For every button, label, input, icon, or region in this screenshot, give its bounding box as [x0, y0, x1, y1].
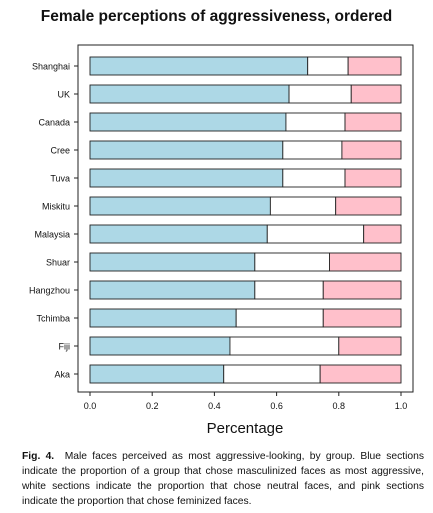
- x-axis-label: Percentage: [206, 420, 284, 437]
- category-label: Hangzhou: [29, 286, 70, 296]
- bar-neutral-fiji: [229, 336, 340, 356]
- category-label: Shuar: [46, 258, 70, 268]
- stacked-bar-chart: Shanghai UK Canada Cree Tuva Miskitu Malaysia S…: [29, 44, 414, 411]
- bar-masculinized-canada: [89, 112, 287, 132]
- bar-feminized-shanghai: [347, 56, 402, 76]
- bar-feminized-malaysia: [363, 224, 402, 244]
- bar-masculinized-aka: [89, 364, 225, 384]
- bar-feminized-tuva: [344, 168, 402, 188]
- bar-group: [89, 56, 402, 384]
- bar-neutral-hangzhou: [254, 280, 324, 300]
- bar-neutral-miskitu: [269, 196, 337, 216]
- plot-frame: [77, 44, 414, 393]
- x-tick-label: 1.0: [395, 401, 408, 411]
- plot-frame-group: [77, 44, 414, 393]
- category-label: Shanghai: [32, 62, 70, 72]
- bar-feminized-shuar: [329, 252, 402, 272]
- bar-feminized-uk: [350, 84, 402, 104]
- category-label: Tchimba: [36, 314, 70, 324]
- bar-masculinized-cree: [89, 140, 284, 160]
- bar-neutral-malaysia: [266, 224, 365, 244]
- x-tick-label: 0.0: [84, 401, 97, 411]
- bar-neutral-cree: [282, 140, 343, 160]
- bar-feminized-hangzhou: [322, 280, 402, 300]
- category-label: Canada: [38, 118, 70, 128]
- bar-masculinized-shuar: [89, 252, 256, 272]
- category-label: Miskitu: [42, 202, 70, 212]
- bar-neutral-shuar: [254, 252, 330, 272]
- bar-neutral-tuva: [282, 168, 346, 188]
- x-axis-ticks: 0.0 0.2 0.4 0.6 0.8 1.0: [84, 392, 408, 411]
- bar-masculinized-miskitu: [89, 196, 271, 216]
- bar-masculinized-tuva: [89, 168, 284, 188]
- x-tick-label: 0.6: [270, 401, 283, 411]
- bar-masculinized-shanghai: [89, 56, 309, 76]
- category-label: Cree: [50, 146, 70, 156]
- bar-feminized-tchimba: [322, 308, 402, 328]
- category-label: Fiji: [59, 342, 71, 352]
- category-labels: Shanghai UK Canada Cree Tuva Miskitu Malaysia S…: [29, 62, 78, 380]
- bar-feminized-cree: [341, 140, 402, 160]
- bar-masculinized-malaysia: [89, 224, 268, 244]
- x-tick-label: 0.2: [146, 401, 159, 411]
- chart-title: Female perceptions of aggressiveness, or…: [40, 8, 393, 25]
- bar-feminized-fiji: [338, 336, 402, 356]
- category-label: UK: [57, 90, 70, 100]
- bar-masculinized-tchimba: [89, 308, 237, 328]
- bar-neutral-shanghai: [307, 56, 349, 76]
- x-tick-label: 0.4: [208, 401, 221, 411]
- bar-masculinized-hangzhou: [89, 280, 256, 300]
- bar-feminized-miskitu: [335, 196, 402, 216]
- bar-feminized-aka: [319, 364, 402, 384]
- bar-neutral-aka: [223, 364, 321, 384]
- bar-neutral-canada: [285, 112, 346, 132]
- bar-neutral-uk: [288, 84, 352, 104]
- figure-caption: Fig. 4. Male faces perceived as most agg…: [22, 449, 424, 509]
- bar-feminized-canada: [344, 112, 402, 132]
- bar-masculinized-uk: [89, 84, 290, 104]
- figure-label: Fig. 4.: [22, 451, 55, 462]
- bar-neutral-tchimba: [235, 308, 324, 328]
- caption-text: Male faces perceived as most aggressive-…: [22, 451, 424, 507]
- bar-masculinized-fiji: [89, 336, 231, 356]
- category-label: Malaysia: [34, 230, 70, 240]
- category-label: Tuva: [50, 174, 70, 184]
- category-label: Aka: [54, 370, 70, 380]
- x-tick-label: 0.8: [333, 401, 346, 411]
